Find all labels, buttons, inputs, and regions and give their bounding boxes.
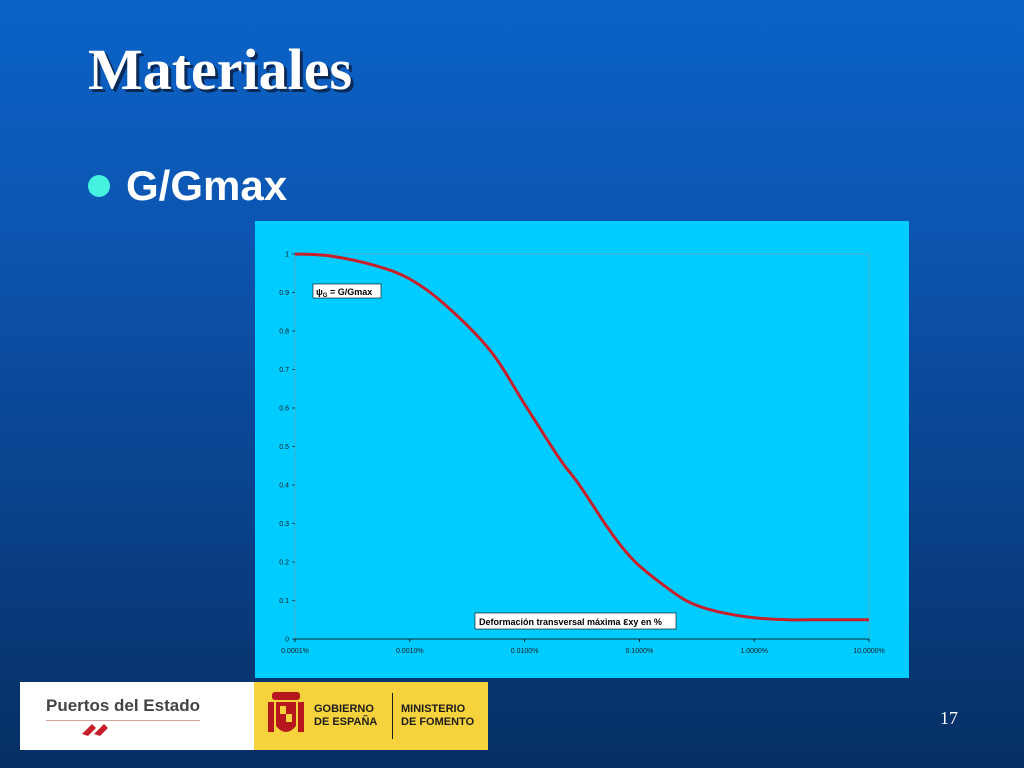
gobierno-text: GOBIERNO DE ESPAÑA: [314, 703, 384, 729]
footer-logos: Puertos del Estado GOBIERNO DE ESPAÑA MI…: [20, 682, 488, 750]
y-axis-ticks: 0 0.1 0.2 0.3 0.4 0.5 0.6 0.7 0.8 0.9 1: [279, 252, 295, 644]
logo-rule: [46, 720, 200, 721]
ministerio-line1: MINISTERIO: [401, 703, 466, 715]
series-label: ψG = G/Gmax: [316, 287, 372, 299]
x-axis-title-box: Deformación transversal máxima εxy en %: [474, 612, 677, 630]
y-tick-label: 1: [285, 252, 289, 259]
slide-title: Materiales: [88, 37, 353, 102]
y-tick-label: 0: [285, 637, 289, 644]
series-label-frame: [312, 283, 382, 299]
x-tick-label: 0.1000%: [626, 648, 654, 655]
puertos-del-estado-logo: Puertos del Estado: [20, 682, 254, 750]
y-tick-label: 0.4: [279, 483, 289, 490]
y-tick-label: 0.6: [279, 406, 289, 413]
gobierno-line1: GOBIERNO: [314, 703, 374, 715]
gobierno-line2: DE ESPAÑA: [314, 716, 378, 728]
y-tick-label: 0.5: [279, 444, 289, 451]
bullet-text: G/Gmax: [126, 162, 288, 209]
y-tick-label: 0.1: [279, 598, 289, 605]
page-number: 17: [940, 708, 958, 728]
x-axis-title: Deformación transversal máxima εxy en %: [479, 616, 662, 628]
y-tick-label: 0.2: [279, 560, 289, 567]
gobierno-de-espana-logo: GOBIERNO DE ESPAÑA MINISTERIO DE FOMENTO: [254, 682, 488, 750]
series-label-box: ψG = G/Gmax: [312, 283, 382, 299]
x-axis-title-frame: [474, 612, 677, 630]
x-tick-label: 1.0000%: [740, 648, 768, 655]
x-tick-label: 10.0000%: [853, 648, 885, 655]
y-tick-label: 0.7: [279, 367, 289, 374]
y-tick-label: 0.3: [279, 521, 289, 528]
bullet-item: G/Gmax: [88, 162, 287, 210]
x-tick-label: 0.0001%: [281, 648, 309, 655]
coat-of-arms-icon: [268, 692, 304, 732]
x-axis-ticks: 0.0001% 0.0010% 0.0100% 0.1000% 1.0000% 10.00…: [281, 639, 885, 655]
plot-area: [294, 253, 870, 640]
chart-panel: 0 0.1 0.2 0.3 0.4 0.5 0.6 0.7 0.8 0.9 1 0.0001% 0.0…: [255, 221, 909, 678]
y-tick-label: 0.9: [279, 290, 289, 297]
bullet-dot-icon: [88, 175, 110, 197]
ministerio-text: MINISTERIO DE FOMENTO: [401, 703, 474, 729]
chart-svg: 00.10.20.30.40.50.60.70.80.91 0.0001% 0.0…: [279, 252, 885, 656]
series-line: [294, 252, 869, 622]
y-tick-label: 0.8: [279, 329, 289, 336]
puertos-del-estado-name: Puertos del Estado: [46, 696, 200, 715]
port-mark-icon: [82, 724, 108, 736]
x-tick-label: 0.0010%: [396, 648, 424, 655]
ministerio-line2: DE FOMENTO: [401, 716, 475, 728]
logo-divider: [392, 693, 393, 739]
x-tick-label: 0.0100%: [511, 648, 539, 655]
